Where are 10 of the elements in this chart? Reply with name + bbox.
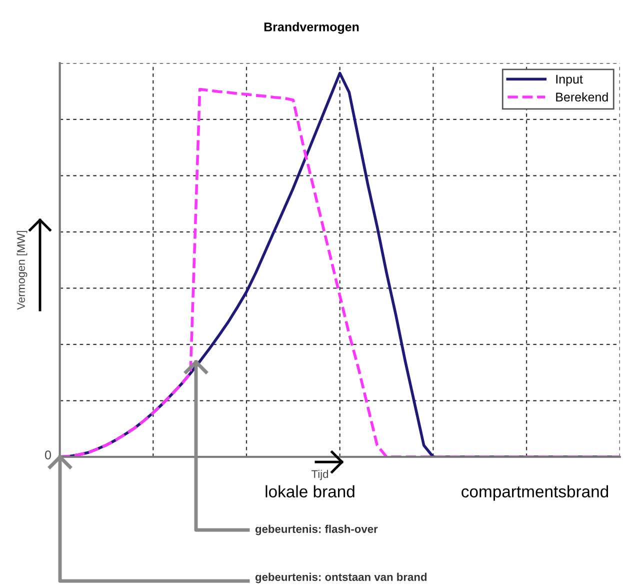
- text: gebeurtenis: ontstaan van brand: [255, 572, 427, 584]
- text: 0: [45, 450, 51, 460]
- y-axis-title: Vermogen [MW]: [16, 230, 28, 310]
- text: lokale brand: [266, 485, 354, 498]
- text: compartmentsbrand: [462, 485, 608, 501]
- x-axis-title: Tijd: [312, 470, 328, 480]
- legend-label: Berekend: [556, 92, 608, 102]
- text: gebeurtenis: flash-over: [255, 524, 378, 536]
- chart-title: Brandvermogen: [264, 22, 359, 34]
- legend-label: Input: [556, 74, 583, 86]
